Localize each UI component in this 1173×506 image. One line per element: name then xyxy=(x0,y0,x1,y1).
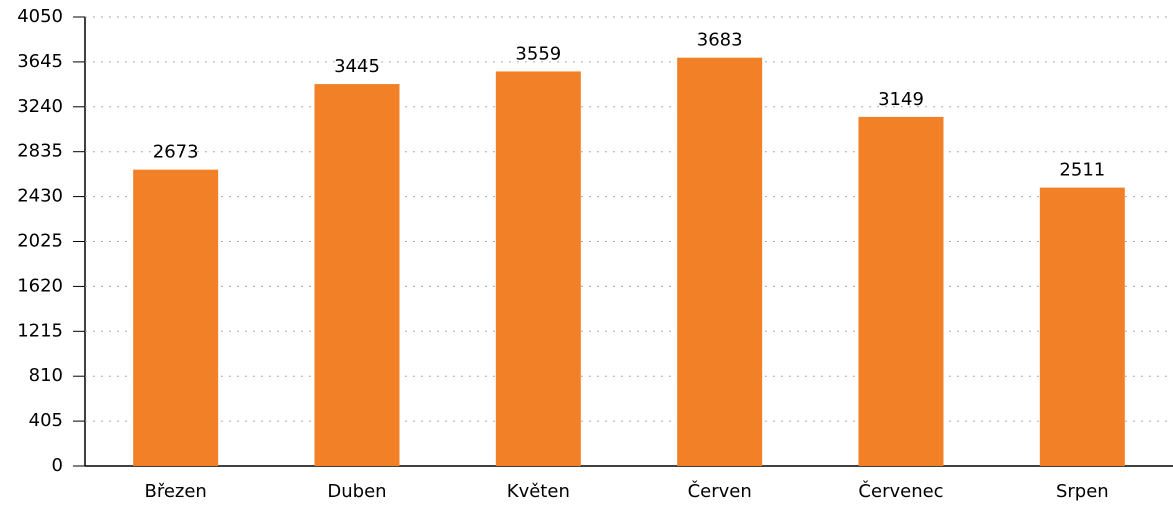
y-tick-label: 1620 xyxy=(17,275,63,296)
data-label: 3149 xyxy=(878,89,924,110)
data-label: 3683 xyxy=(697,30,743,51)
x-tick-label: Červen xyxy=(688,480,752,502)
x-tick-label: Červenec xyxy=(858,480,943,502)
bar xyxy=(858,116,944,466)
y-tick-label: 810 xyxy=(29,365,63,386)
bar xyxy=(133,169,219,466)
data-label: 3559 xyxy=(515,43,561,64)
x-tick-label: Srpen xyxy=(1056,481,1109,502)
y-tick-label: 2025 xyxy=(17,231,63,252)
y-tick-label: 2835 xyxy=(17,141,63,162)
y-tick-label: 1215 xyxy=(17,320,63,341)
x-tick-label: Březen xyxy=(144,481,206,502)
data-label: 2511 xyxy=(1059,160,1105,181)
bar xyxy=(495,71,581,466)
bar xyxy=(1039,187,1125,466)
bar xyxy=(314,84,400,466)
y-tick-label: 3240 xyxy=(17,96,63,117)
y-tick-label: 0 xyxy=(52,455,63,476)
data-label: 2673 xyxy=(153,142,199,163)
y-tick-label: 4050 xyxy=(17,6,63,27)
y-tick-label: 405 xyxy=(29,410,63,431)
x-tick-label: Květen xyxy=(507,481,570,502)
y-tick-label: 2430 xyxy=(17,186,63,207)
data-label: 3445 xyxy=(334,56,380,77)
bar xyxy=(677,57,763,466)
y-tick-label: 3645 xyxy=(17,51,63,72)
x-tick-label: Duben xyxy=(327,481,386,502)
